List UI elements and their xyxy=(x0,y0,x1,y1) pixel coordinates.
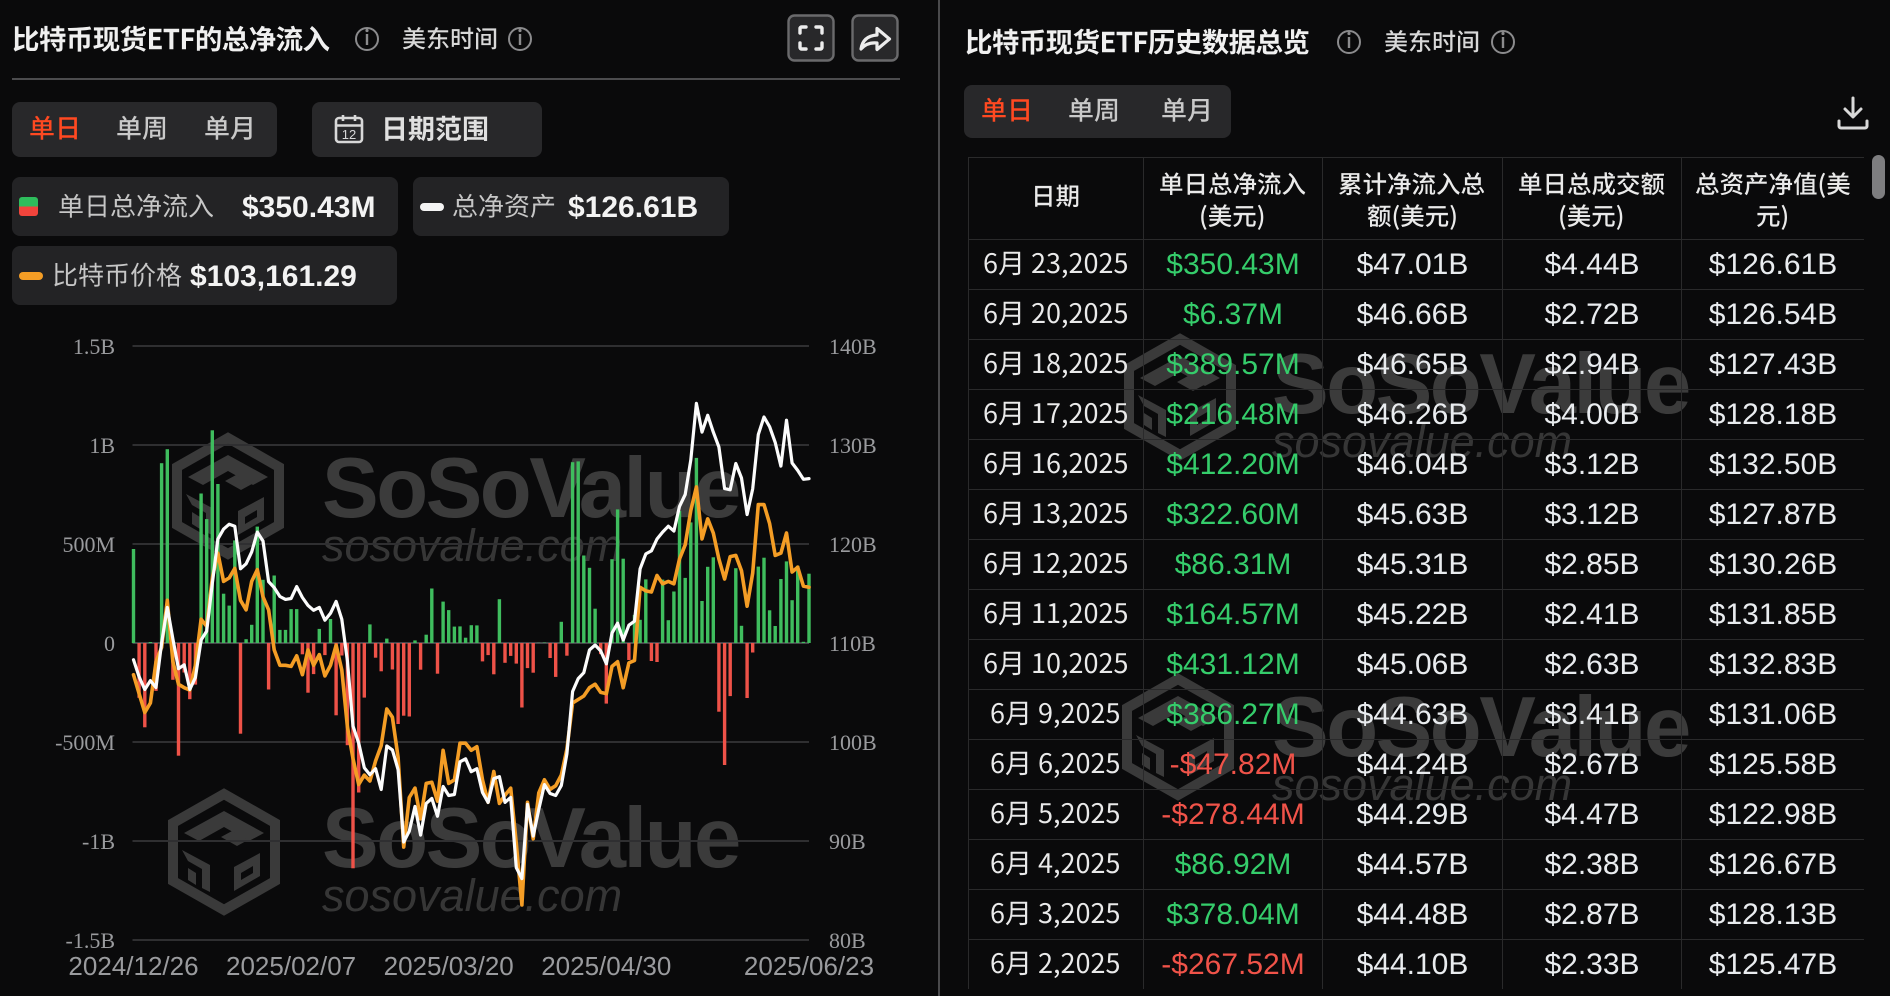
svg-text:12: 12 xyxy=(342,127,356,142)
svg-text:2024/12/26: 2024/12/26 xyxy=(68,951,198,981)
svg-text:2025/03/20: 2025/03/20 xyxy=(384,951,514,981)
svg-text:140B: 140B xyxy=(829,334,877,359)
svg-text:SoSoValue: SoSoValue xyxy=(322,441,739,536)
svg-text:-1.5B: -1.5B xyxy=(66,928,116,953)
svg-text:1.5B: 1.5B xyxy=(73,334,115,359)
svg-text:90B: 90B xyxy=(829,829,866,854)
svg-text:0: 0 xyxy=(104,631,115,656)
svg-text:500M: 500M xyxy=(62,532,115,557)
svg-text:100B: 100B xyxy=(829,730,877,755)
svg-text:120B: 120B xyxy=(829,532,877,557)
svg-text:1B: 1B xyxy=(89,433,115,458)
svg-text:-1B: -1B xyxy=(82,829,115,854)
svg-text:80B: 80B xyxy=(829,928,866,953)
svg-text:-500M: -500M xyxy=(55,730,115,755)
svg-text:2025/02/07: 2025/02/07 xyxy=(226,951,356,981)
svg-text:2025/04/30: 2025/04/30 xyxy=(541,951,671,981)
svg-text:sosovalue.com: sosovalue.com xyxy=(322,870,622,921)
svg-text:130B: 130B xyxy=(829,433,877,458)
svg-text:2025/06/23: 2025/06/23 xyxy=(744,951,874,981)
svg-text:110B: 110B xyxy=(829,631,876,656)
